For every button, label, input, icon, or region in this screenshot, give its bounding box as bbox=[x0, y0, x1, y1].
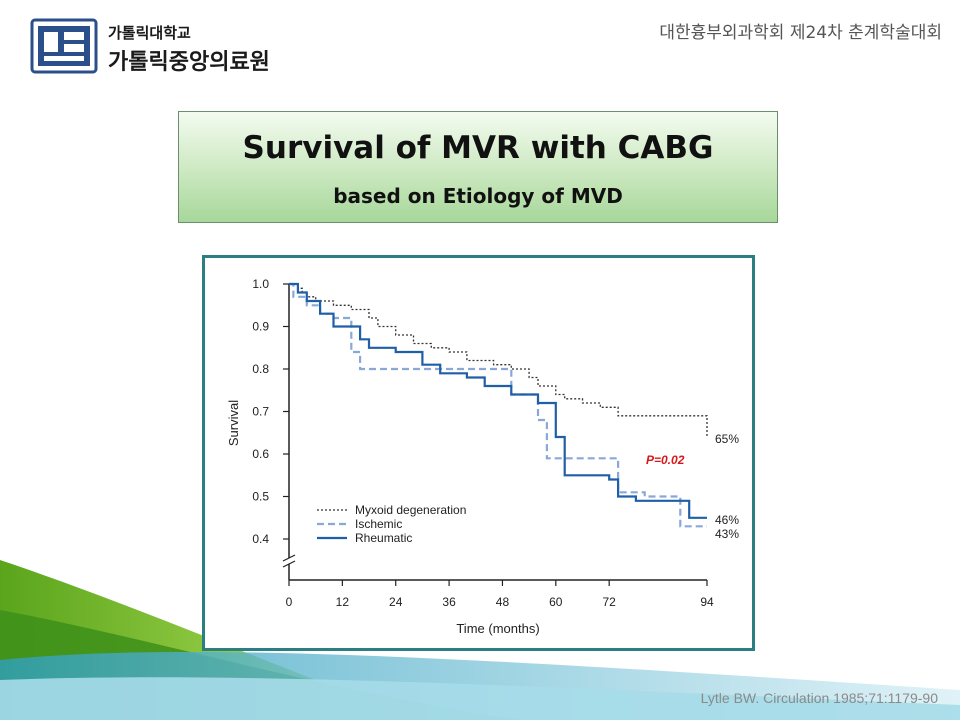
seal-icon bbox=[30, 18, 98, 74]
logo-text-medical-center: 가톨릭중앙의료원 bbox=[108, 50, 270, 75]
legend-label-myxoid: Myxoid degeneration bbox=[355, 503, 466, 517]
title-box: Survival of MVR with CABG based on Etiol… bbox=[178, 111, 778, 223]
chart-frame: 0.4 0.5 0.6 0.7 0.8 0.9 1.0 0 12 24 36 48 60 72 94 Su… bbox=[202, 255, 755, 651]
x-tick-label: 48 bbox=[496, 595, 510, 609]
y-tick-label: 0.4 bbox=[252, 532, 269, 546]
y-tick-label: 0.6 bbox=[252, 447, 269, 461]
series-line-myxoid bbox=[289, 283, 708, 437]
logo-text-university: 가톨릭대학교 bbox=[108, 24, 191, 42]
x-tick-label: 36 bbox=[442, 595, 456, 609]
y-tick-label: 0.9 bbox=[252, 320, 269, 334]
survival-chart: 0.4 0.5 0.6 0.7 0.8 0.9 1.0 0 12 24 36 48 60 72 94 Su… bbox=[226, 277, 739, 636]
legend: Myxoid degeneration Ischemic Rheumatic bbox=[317, 503, 466, 545]
x-tick-label: 0 bbox=[286, 595, 293, 609]
series-line-rheumatic bbox=[289, 282, 707, 519]
axis-break-mark-2 bbox=[282, 560, 296, 568]
series-line-ischemic bbox=[289, 282, 707, 528]
y-tick-label: 1.0 bbox=[252, 277, 269, 291]
y-tick-label: 0.8 bbox=[252, 362, 269, 376]
y-axis-label: Survival bbox=[226, 400, 241, 446]
y-tick-label: 0.5 bbox=[252, 490, 269, 504]
slide-subtitle: based on Etiology of MVD bbox=[333, 184, 623, 208]
x-tick-label: 60 bbox=[549, 595, 563, 609]
end-label-myxoid: 65% bbox=[715, 432, 739, 446]
x-tick-label: 12 bbox=[336, 595, 350, 609]
p-value-annotation: P=0.02 bbox=[646, 453, 685, 467]
x-tick-label: 94 bbox=[700, 595, 714, 609]
end-label-rheumatic: 46% bbox=[715, 513, 739, 527]
legend-label-ischemic: Ischemic bbox=[355, 517, 402, 531]
legend-label-rheumatic: Rheumatic bbox=[355, 531, 412, 545]
x-tick-label: 24 bbox=[389, 595, 403, 609]
end-label-ischemic: 43% bbox=[715, 527, 739, 541]
y-tick-label: 0.7 bbox=[252, 405, 269, 419]
x-tick-label: 72 bbox=[602, 595, 616, 609]
x-axis-label: Time (months) bbox=[456, 621, 539, 636]
conference-title: 대한흉부외과학회 제24차 춘계학술대회 bbox=[659, 23, 942, 43]
citation: Lytle BW. Circulation 1985;71:1179-90 bbox=[700, 690, 938, 706]
slide-title: Survival of MVR with CABG bbox=[242, 130, 714, 166]
university-logo: 가톨릭대학교 가톨릭중앙의료원 bbox=[28, 16, 278, 76]
axis-break-mark-1 bbox=[282, 554, 296, 562]
